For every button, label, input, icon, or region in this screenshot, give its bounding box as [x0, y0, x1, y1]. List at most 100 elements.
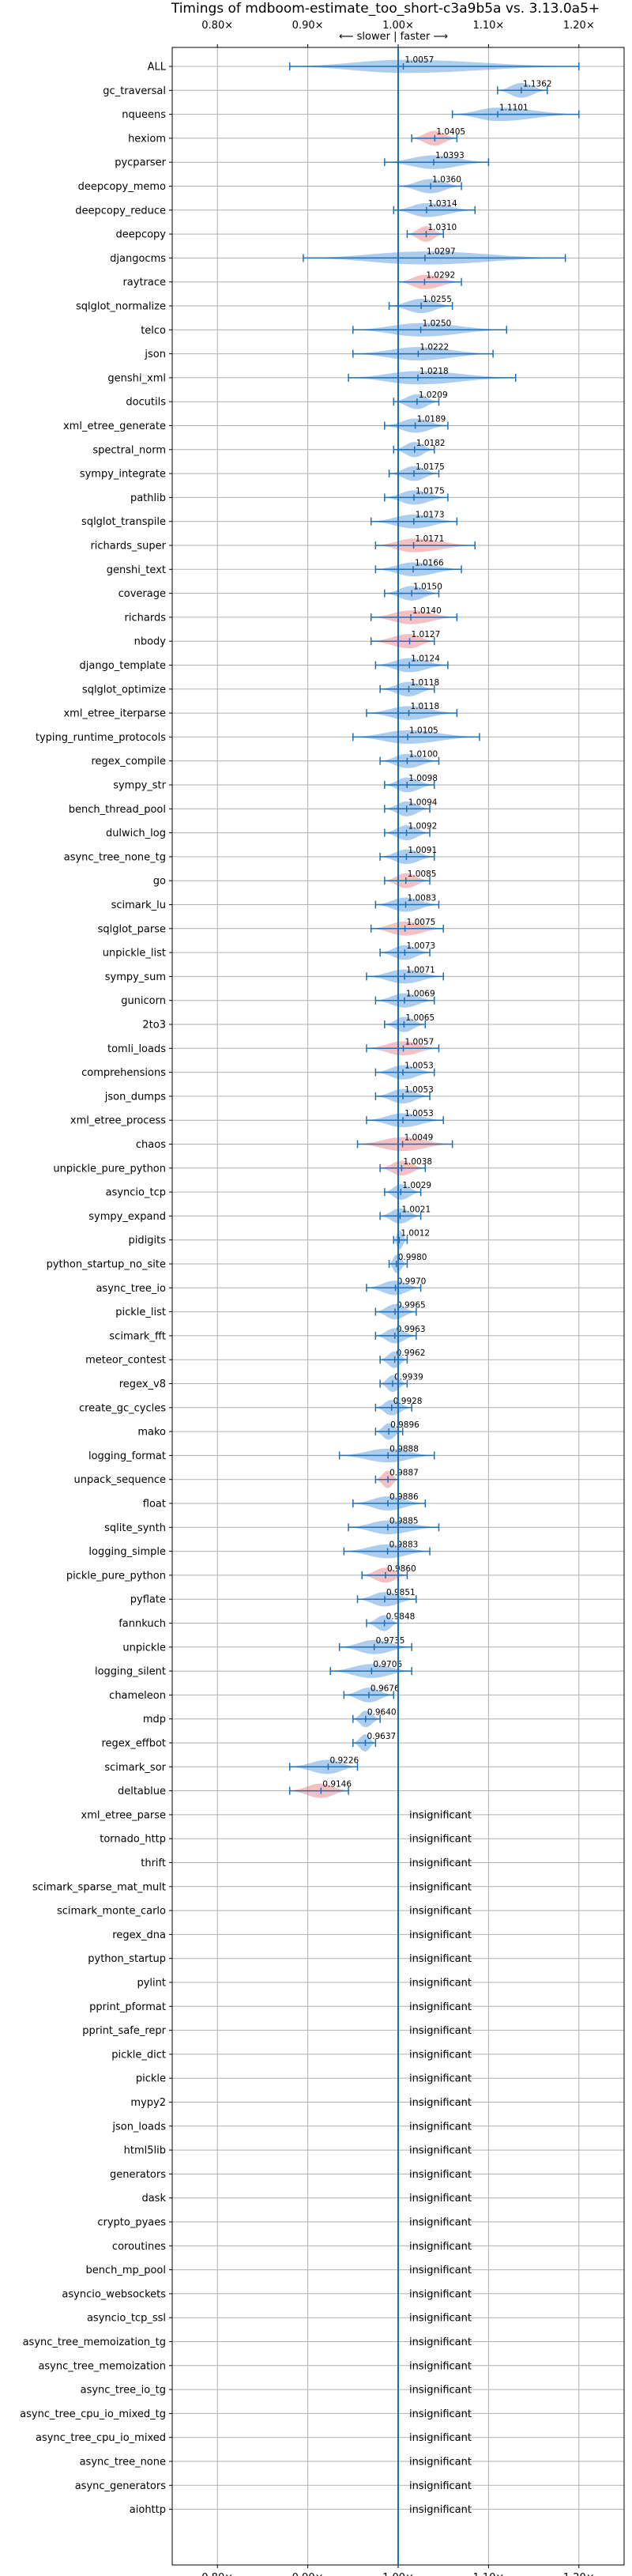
benchmark-label: tomli_loads [107, 1043, 166, 1055]
benchmark-label: async_tree_memoization_tg [23, 2337, 166, 2348]
chart-title: Timings of mdboom-estimate_too_short-c3a… [171, 1, 600, 17]
benchmark-label: genshi_text [107, 564, 166, 576]
value-label: 0.9939 [394, 1373, 423, 1382]
value-label: 1.0189 [417, 415, 446, 424]
insignificant-label: insignificant [409, 2121, 472, 2133]
benchmark-label: dask [141, 2193, 166, 2204]
benchmark-label: pprint_pformat [89, 2001, 166, 2013]
benchmark-label: async_tree_cpu_io_mixed_tg [20, 2408, 166, 2420]
benchmark-label: dulwich_log [106, 828, 166, 839]
benchmark-label: create_gc_cycles [79, 1402, 166, 1414]
value-label: 1.0012 [401, 1229, 430, 1239]
insignificant-label: insignificant [409, 2145, 472, 2157]
benchmark-label: hexiom [128, 133, 166, 145]
insignificant-label: insignificant [409, 2337, 472, 2348]
value-label: 1.0094 [408, 798, 438, 807]
benchmark-label: sympy_integrate [80, 469, 166, 481]
benchmark-label: pycparser [115, 157, 166, 169]
x-tick-label-bottom: 1.00× [382, 2572, 414, 2576]
insignificant-label: insignificant [409, 1953, 472, 1965]
benchmark-label: scimark_sparse_mat_mult [32, 1881, 166, 1893]
value-label: 0.9970 [397, 1277, 427, 1286]
value-label: 1.0083 [407, 894, 436, 903]
insignificant-label: insignificant [409, 2385, 472, 2397]
benchmark-label: sqlite_synth [104, 1522, 166, 1534]
value-label: 0.9883 [389, 1541, 419, 1550]
benchmark-label: chaos [136, 1139, 166, 1151]
value-label: 0.9848 [386, 1612, 416, 1622]
value-label: 1.0209 [419, 390, 448, 400]
x-tick-label-bottom: 1.10× [472, 2572, 504, 2576]
benchmark-label: pprint_safe_repr [82, 2025, 166, 2037]
value-label: 1.0065 [405, 1013, 434, 1023]
benchmark-label: coroutines [112, 2241, 166, 2253]
benchmark-label: ALL [148, 62, 167, 74]
benchmark-label: sympy_expand [88, 1211, 166, 1223]
benchmark-label: crypto_pyaes [97, 2217, 166, 2229]
value-label: 1.0127 [412, 630, 441, 639]
insignificant-label: insignificant [409, 1978, 472, 1990]
benchmark-label: async_tree_none_tg [64, 851, 166, 863]
benchmark-label: json_loads [111, 2121, 166, 2133]
value-label: 1.0057 [405, 1037, 434, 1047]
value-label: 1.0118 [410, 702, 439, 711]
benchmark-label: async_tree_cpu_io_mixed [36, 2432, 166, 2444]
insignificant-label: insignificant [409, 2217, 472, 2229]
benchmark-label: bench_thread_pool [69, 804, 166, 816]
benchmark-label: typing_runtime_protocols [36, 732, 166, 744]
value-label: 0.9896 [390, 1420, 419, 1430]
value-label: 1.0029 [402, 1181, 431, 1190]
value-label: 1.0218 [419, 367, 449, 376]
benchmark-label: richards_super [90, 541, 166, 553]
value-label: 1.0360 [432, 175, 461, 185]
value-label: 1.0166 [415, 558, 444, 568]
benchmark-label: spectral_norm [92, 444, 166, 456]
value-label: 0.9676 [371, 1684, 400, 1693]
benchmark-label: pyflate [130, 1594, 166, 1606]
value-label: 1.0073 [406, 941, 435, 951]
benchmark-label: logging_silent [95, 1666, 166, 1678]
benchmark-label: chameleon [109, 1690, 166, 1702]
benchmark-label: deltablue [118, 1786, 166, 1797]
benchmark-label: coverage [118, 588, 166, 600]
insignificant-label: insignificant [409, 2288, 472, 2300]
benchmark-label: go [153, 876, 166, 888]
value-label: 1.0092 [408, 822, 438, 832]
benchmark-label: xml_etree_parse [81, 1809, 166, 1821]
x-tick-label-top: 1.10× [472, 20, 504, 32]
value-label: 1.0393 [435, 151, 465, 160]
value-label: 1.0091 [408, 846, 437, 855]
benchmark-label: thrift [141, 1858, 166, 1869]
value-label: 0.9640 [367, 1708, 397, 1718]
value-label: 1.0053 [404, 1062, 434, 1071]
value-label: 0.9888 [389, 1444, 419, 1454]
benchmark-label: python_startup_no_site [47, 1259, 166, 1271]
benchmark-label: fannkuch [118, 1618, 166, 1630]
benchmark-label: mypy2 [130, 2097, 166, 2109]
value-label: 0.9963 [397, 1325, 426, 1334]
value-label: 1.0140 [412, 606, 442, 616]
benchmark-label: async_tree_none [80, 2457, 166, 2469]
value-label: 1.0075 [407, 918, 436, 927]
insignificant-label: insignificant [409, 2097, 472, 2109]
benchmark-label: asyncio_tcp [106, 1187, 166, 1199]
value-label: 1.0105 [409, 726, 438, 735]
benchmark-label: sympy_str [113, 780, 166, 792]
insignificant-label: insignificant [409, 2049, 472, 2061]
value-label: 0.9860 [387, 1564, 416, 1574]
benchmark-label: asyncio_tcp_ssl [87, 2313, 166, 2325]
benchmark-label: tornado_http [100, 1834, 166, 1846]
value-label: 0.9980 [398, 1253, 427, 1262]
value-label: 1.0057 [405, 55, 434, 65]
benchmark-label: deepcopy_reduce [75, 205, 166, 217]
insignificant-label: insignificant [409, 1929, 472, 1941]
benchmark-label: comprehensions [81, 1067, 166, 1079]
benchmark-label: float [143, 1499, 166, 1511]
value-label: 0.9887 [389, 1469, 419, 1478]
benchmark-label: xml_etree_process [70, 1115, 166, 1127]
x-tick-label-bottom: 0.90× [292, 2572, 324, 2576]
benchmark-label: regex_compile [91, 756, 166, 768]
insignificant-label: insignificant [409, 1906, 472, 1918]
value-label: 1.0175 [416, 486, 445, 496]
x-tick-label-top: 1.20× [563, 20, 595, 32]
